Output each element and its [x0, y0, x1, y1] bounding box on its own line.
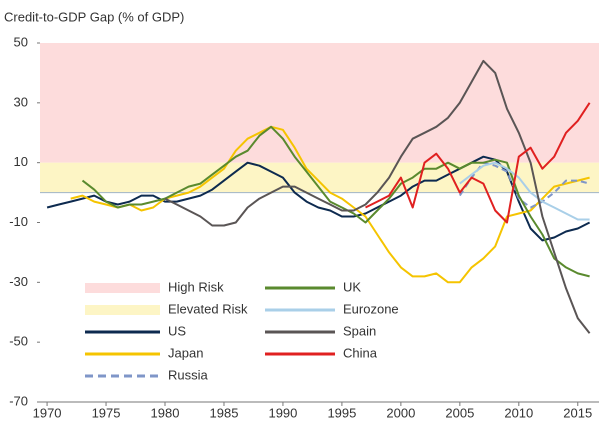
y-tick-label: -70	[9, 393, 28, 408]
x-tick-label: 1985	[210, 405, 239, 420]
series-line	[81, 125, 590, 278]
legend-swatch	[85, 283, 160, 293]
x-tick-label: 1970	[33, 405, 62, 420]
risk-band	[40, 43, 599, 163]
y-tick-label: 30	[14, 94, 28, 109]
legend-label: Eurozone	[343, 301, 399, 316]
legend-label: Spain	[343, 323, 376, 338]
x-tick-label: 2010	[504, 405, 533, 420]
series-line	[365, 102, 591, 224]
y-tick-label: 10	[14, 154, 28, 169]
x-tick-label: 1995	[327, 405, 356, 420]
legend-label: High Risk	[168, 279, 224, 294]
legend-label: China	[343, 345, 378, 360]
y-tick-label: -50	[9, 334, 28, 349]
chart-title: Credit-to-GDP Gap (% of GDP)	[4, 9, 184, 24]
x-tick-label: 2005	[445, 405, 474, 420]
x-tick-label: 2015	[563, 405, 592, 420]
x-tick-label: 1980	[151, 405, 180, 420]
y-tick-label: 50	[14, 34, 28, 49]
legend-label: US	[168, 323, 186, 338]
series-line	[164, 59, 591, 334]
y-tick-label: -10	[9, 214, 28, 229]
series-line	[70, 125, 590, 284]
legend-label: Japan	[168, 345, 203, 360]
legend-label: UK	[343, 279, 361, 294]
series-line	[459, 161, 590, 221]
legend-swatch	[85, 305, 160, 315]
x-tick-label: 1990	[268, 405, 297, 420]
legend-label: Elevated Risk	[168, 301, 248, 316]
y-tick-label: -30	[9, 274, 28, 289]
series-line	[458, 161, 590, 209]
legend-label: Russia	[168, 367, 209, 382]
x-tick-label: 1975	[92, 405, 121, 420]
x-tick-label: 2000	[386, 405, 415, 420]
